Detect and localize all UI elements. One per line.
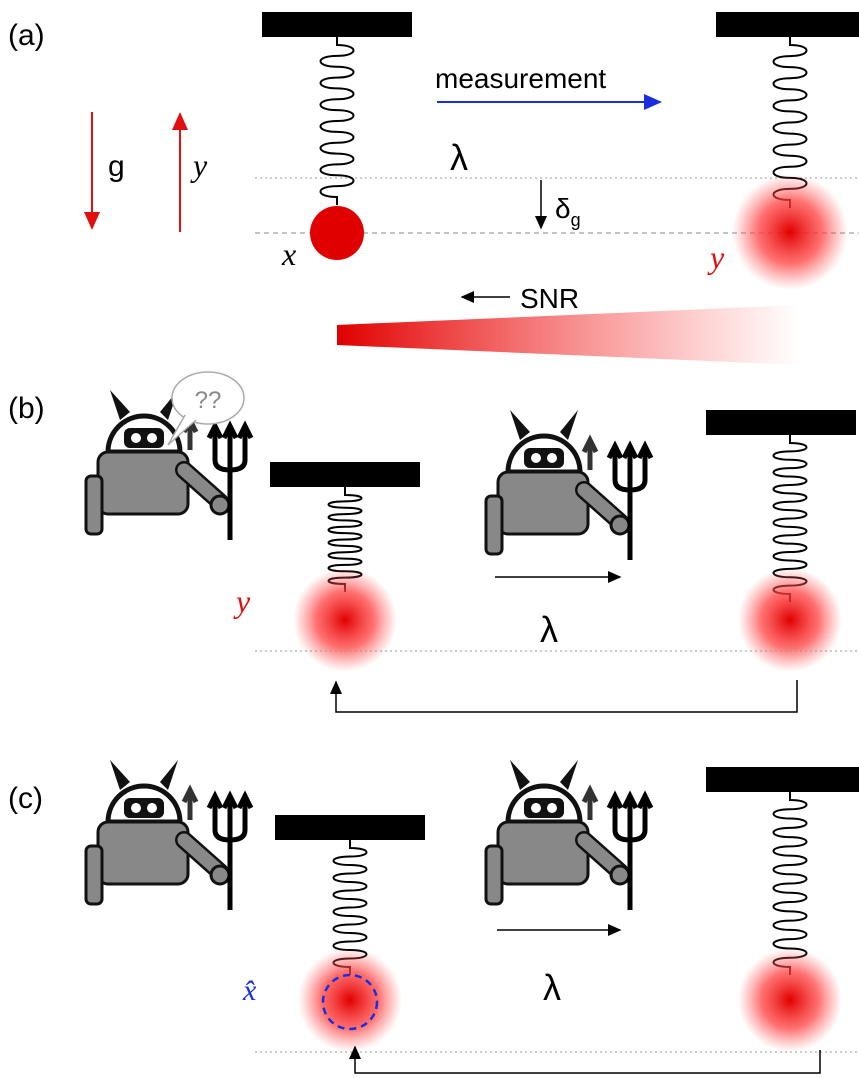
mass-blur [738,948,842,1052]
mass-blur [293,568,397,672]
lambda: λ [450,137,468,178]
spring [321,37,354,205]
spring-group [321,37,354,205]
ceiling [706,410,856,435]
figure: (a) measurement λ δg g y x y SNR (b) ?? … [0,0,859,1078]
snr-label: SNR [520,283,579,314]
feedback-arrow [336,680,797,712]
y-label: y [233,583,251,619]
panel-label: (c) [8,782,43,815]
ceiling [270,462,420,487]
ceiling [706,767,859,792]
y-label: y [707,239,725,275]
panel-label: (a) [8,19,45,52]
gravity-label: g [108,150,125,183]
lambda: λ [543,967,561,1008]
panel-label: (b) [8,392,45,425]
mass-blur [738,568,842,672]
lambda: λ [540,609,558,650]
demon [486,410,651,560]
feedback-arrow [355,1047,820,1073]
x-label: x [281,236,296,272]
demon [86,760,251,910]
ceiling [275,815,425,840]
mass [310,206,364,260]
snr-wedge [337,305,800,365]
x-hat-label: x̂ [242,974,257,1007]
mass-blur [732,174,848,290]
demon [486,760,651,910]
delta-label: δg [555,193,581,230]
delta-sub: g [571,210,581,230]
mass-blur [298,948,402,1052]
delta: δ [555,193,571,224]
thought: ?? [195,387,222,414]
ceiling [716,12,859,37]
ceiling [262,12,412,37]
spring-group [774,792,807,975]
y-axis-label: y [190,147,208,183]
measurement-label: measurement [435,63,606,94]
spring [774,792,807,975]
